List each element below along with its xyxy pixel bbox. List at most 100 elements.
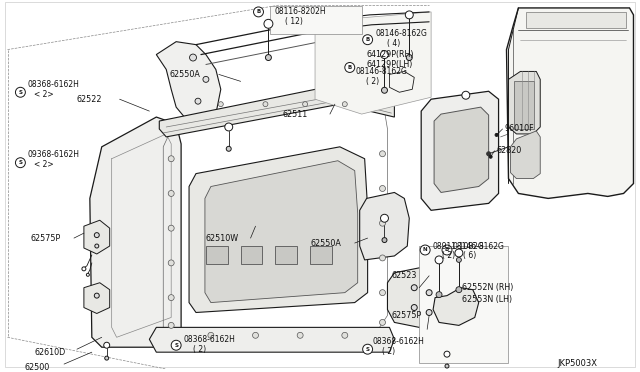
Circle shape (342, 102, 348, 107)
Text: 62550A: 62550A (310, 238, 341, 247)
Text: 62550A: 62550A (169, 70, 200, 79)
Circle shape (445, 364, 449, 368)
Polygon shape (156, 42, 221, 124)
Text: ( 2): ( 2) (193, 345, 206, 354)
Circle shape (380, 255, 385, 261)
Circle shape (94, 232, 99, 238)
Text: B: B (348, 65, 352, 70)
Circle shape (95, 244, 99, 248)
Circle shape (303, 102, 308, 107)
Text: B: B (365, 37, 370, 42)
Polygon shape (149, 327, 394, 352)
Polygon shape (90, 117, 181, 347)
Bar (206, 246, 228, 264)
Circle shape (82, 267, 86, 271)
Text: 62552N (RH): 62552N (RH) (462, 283, 513, 292)
Text: 62820: 62820 (497, 146, 522, 155)
Circle shape (105, 356, 109, 360)
Text: 08146-8162G: 08146-8162G (356, 67, 408, 76)
Circle shape (168, 323, 174, 328)
Text: 62575P: 62575P (30, 234, 61, 243)
Polygon shape (421, 91, 499, 210)
Circle shape (195, 98, 201, 104)
Text: < 2>: < 2> (35, 90, 54, 99)
Circle shape (297, 332, 303, 338)
Circle shape (168, 260, 174, 266)
Text: S: S (365, 347, 370, 352)
Circle shape (381, 87, 387, 93)
Circle shape (489, 155, 492, 158)
Circle shape (380, 220, 385, 226)
Text: 64129P(LH): 64129P(LH) (367, 60, 413, 69)
Text: ( 12): ( 12) (285, 17, 303, 26)
Polygon shape (511, 131, 540, 179)
Bar (270, 6, 362, 34)
Text: 08368-6162H: 08368-6162H (28, 80, 79, 89)
Text: S: S (19, 160, 22, 165)
Circle shape (15, 158, 26, 168)
Bar (515, 81, 534, 129)
Circle shape (455, 249, 463, 257)
Circle shape (412, 285, 417, 291)
Circle shape (381, 214, 388, 222)
Circle shape (435, 256, 443, 264)
Circle shape (266, 55, 271, 61)
Circle shape (225, 123, 233, 131)
Text: 64129P(RH): 64129P(RH) (367, 50, 414, 59)
Circle shape (253, 332, 259, 338)
Circle shape (380, 320, 385, 326)
Polygon shape (421, 323, 451, 352)
Circle shape (444, 351, 450, 357)
Bar (310, 246, 332, 264)
Circle shape (462, 91, 470, 99)
Circle shape (363, 35, 372, 45)
Circle shape (380, 186, 385, 192)
Circle shape (168, 190, 174, 196)
Circle shape (495, 134, 498, 137)
Text: ( 2): ( 2) (365, 77, 379, 86)
Circle shape (203, 76, 209, 82)
Polygon shape (433, 288, 479, 326)
Circle shape (426, 310, 432, 315)
Circle shape (171, 340, 181, 350)
Circle shape (227, 146, 231, 151)
Circle shape (342, 332, 348, 338)
Bar (275, 246, 297, 264)
Circle shape (381, 51, 388, 58)
Text: ( 4): ( 4) (387, 39, 401, 48)
Polygon shape (360, 192, 410, 260)
Circle shape (426, 290, 432, 296)
Bar (419, 246, 509, 363)
Circle shape (345, 62, 355, 73)
Polygon shape (434, 107, 489, 192)
Text: < 2>: < 2> (35, 160, 54, 169)
Circle shape (253, 7, 264, 17)
Text: B: B (445, 247, 449, 253)
Circle shape (405, 11, 413, 19)
Circle shape (436, 292, 442, 298)
Text: ( 6): ( 6) (463, 251, 476, 260)
Text: 62575P: 62575P (392, 311, 422, 320)
Circle shape (168, 295, 174, 301)
Text: 62523: 62523 (392, 271, 417, 280)
Polygon shape (509, 71, 540, 134)
Circle shape (380, 290, 385, 296)
Text: 08116-8202H: 08116-8202H (275, 7, 326, 16)
Polygon shape (526, 12, 625, 28)
Circle shape (380, 151, 385, 157)
Circle shape (420, 245, 430, 255)
Circle shape (406, 55, 412, 61)
Circle shape (412, 305, 417, 311)
Circle shape (218, 102, 223, 107)
Circle shape (15, 87, 26, 97)
Circle shape (208, 332, 214, 338)
Polygon shape (159, 84, 394, 137)
Text: 62610D: 62610D (35, 348, 65, 357)
Text: 08368-6162H: 08368-6162H (372, 337, 424, 346)
Polygon shape (506, 8, 634, 198)
Polygon shape (149, 84, 399, 352)
Text: 62522: 62522 (77, 95, 102, 104)
Circle shape (456, 257, 461, 262)
Polygon shape (387, 266, 447, 327)
Text: 62510W: 62510W (206, 234, 239, 243)
